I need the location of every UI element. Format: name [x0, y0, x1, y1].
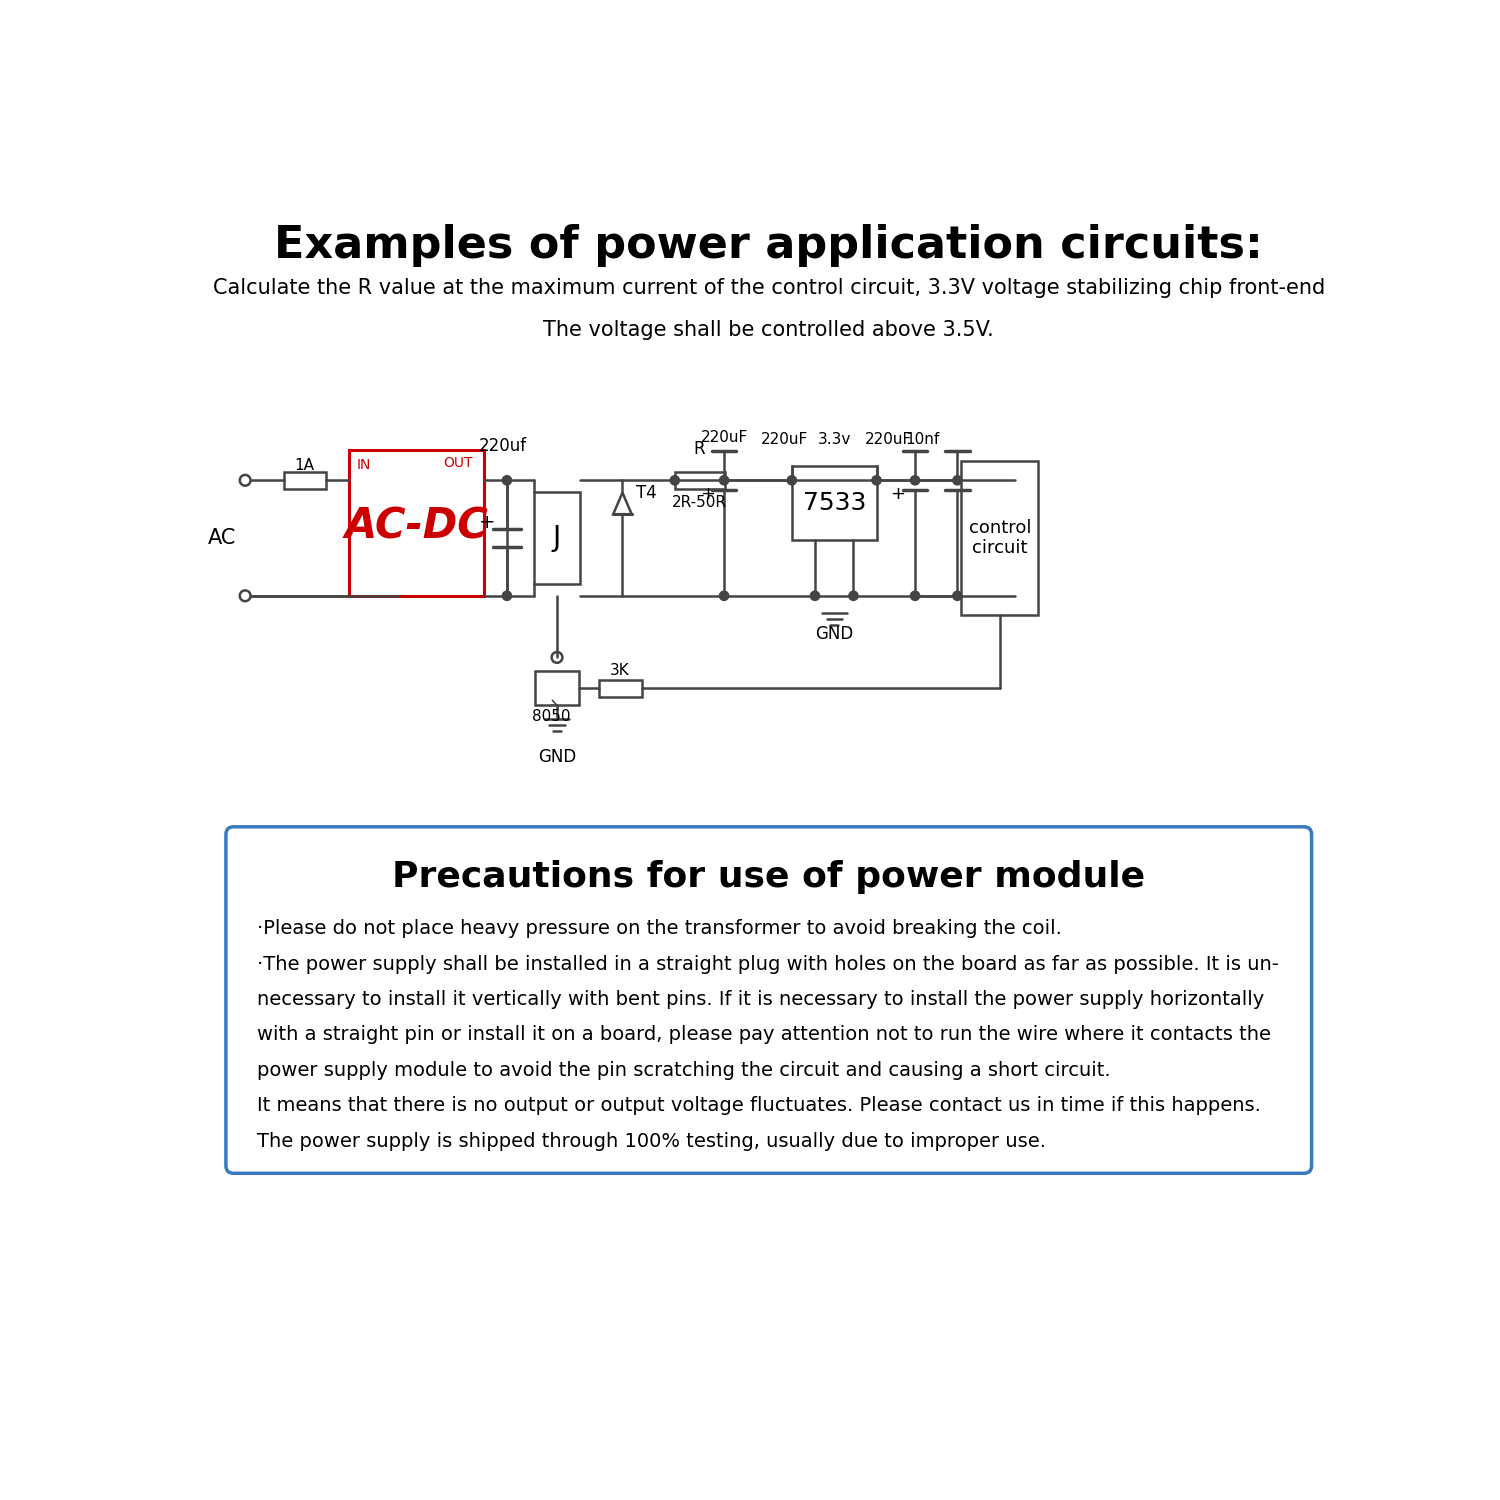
Text: ·Please do not place heavy pressure on the transformer to avoid breaking the coi: ·Please do not place heavy pressure on t…	[256, 920, 1062, 938]
Text: AC: AC	[209, 528, 236, 548]
Bar	[534, 492, 580, 585]
Circle shape	[720, 591, 729, 600]
Bar	[600, 680, 642, 696]
Text: GND: GND	[538, 748, 576, 766]
Bar	[284, 472, 326, 489]
Bar	[792, 466, 876, 540]
Text: +: +	[478, 513, 495, 532]
Circle shape	[788, 476, 796, 484]
Text: AC-DC: AC-DC	[344, 506, 488, 548]
Text: +: +	[891, 484, 906, 502]
Text: 220uF: 220uF	[760, 432, 808, 447]
Text: 3.3v: 3.3v	[818, 432, 850, 447]
Text: The power supply is shipped through 100% testing, usually due to improper use.: The power supply is shipped through 100%…	[256, 1131, 1046, 1150]
Text: Examples of power application circuits:: Examples of power application circuits:	[274, 224, 1263, 267]
Text: T4: T4	[636, 483, 657, 501]
Text: J: J	[554, 524, 561, 552]
Circle shape	[720, 476, 729, 484]
Text: 2R-50R: 2R-50R	[672, 495, 728, 510]
Text: 7533: 7533	[802, 490, 865, 514]
Text: IN: IN	[357, 458, 370, 472]
Text: with a straight pin or install it on a board, please pay attention not to run th: with a straight pin or install it on a b…	[256, 1026, 1270, 1044]
Text: 220uf: 220uf	[478, 436, 526, 454]
Text: GND: GND	[815, 626, 854, 644]
Text: 10nf: 10nf	[906, 432, 940, 447]
Text: It means that there is no output or output voltage fluctuates. Please contact us: It means that there is no output or outp…	[256, 1096, 1260, 1116]
Circle shape	[503, 476, 512, 484]
Text: necessary to install it vertically with bent pins. If it is necessary to install: necessary to install it vertically with …	[256, 990, 1264, 1010]
Circle shape	[952, 476, 962, 484]
Circle shape	[503, 591, 512, 600]
Bar	[962, 460, 1038, 615]
FancyBboxPatch shape	[226, 827, 1311, 1173]
Text: 1A: 1A	[294, 458, 315, 472]
Circle shape	[810, 591, 819, 600]
Bar	[536, 672, 579, 705]
Circle shape	[670, 476, 680, 484]
Bar	[350, 450, 484, 596]
Bar	[675, 472, 724, 489]
Text: Precautions for use of power module: Precautions for use of power module	[392, 859, 1146, 894]
Text: 8050: 8050	[531, 710, 570, 724]
Circle shape	[910, 476, 920, 484]
Text: ·The power supply shall be installed in a straight plug with holes on the board : ·The power supply shall be installed in …	[256, 954, 1278, 974]
Circle shape	[849, 591, 858, 600]
Text: 220uF: 220uF	[864, 432, 912, 447]
Text: 3K: 3K	[610, 663, 630, 678]
Text: R: R	[693, 440, 705, 458]
Text: +: +	[699, 484, 714, 502]
Text: The voltage shall be controlled above 3.5V.: The voltage shall be controlled above 3.…	[543, 320, 994, 340]
Text: control
circuit: control circuit	[969, 519, 1030, 558]
Circle shape	[952, 591, 962, 600]
Text: 220uF: 220uF	[700, 430, 747, 445]
Circle shape	[910, 591, 920, 600]
Text: OUT: OUT	[442, 456, 472, 471]
Text: Calculate the R value at the maximum current of the control circuit, 3.3V voltag: Calculate the R value at the maximum cur…	[213, 278, 1324, 298]
Text: power supply module to avoid the pin scratching the circuit and causing a short : power supply module to avoid the pin scr…	[256, 1060, 1110, 1080]
Circle shape	[871, 476, 880, 484]
